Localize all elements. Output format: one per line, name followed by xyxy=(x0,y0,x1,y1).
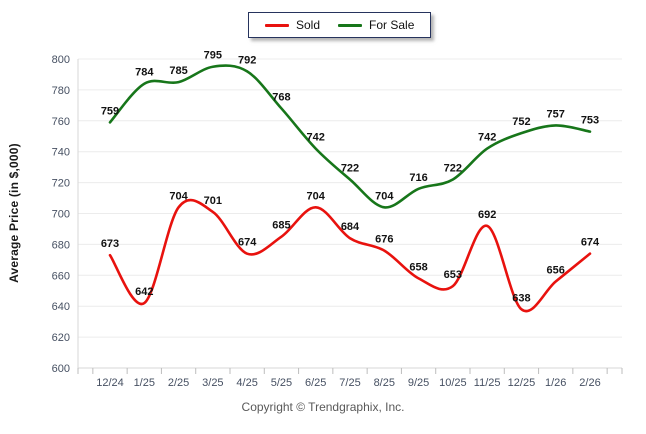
point-label: 722 xyxy=(341,163,359,175)
legend-label-for-sale: For Sale xyxy=(369,18,415,32)
x-tick-label: 6/25 xyxy=(305,377,326,389)
x-tick-label: 12/25 xyxy=(508,377,536,389)
point-label: 692 xyxy=(478,209,496,221)
point-label: 638 xyxy=(512,292,530,304)
point-label: 642 xyxy=(135,286,153,298)
point-label: 658 xyxy=(409,261,427,273)
x-tick-label: 10/25 xyxy=(439,377,467,389)
x-tick-label: 4/25 xyxy=(236,377,257,389)
sold-line-swatch xyxy=(265,23,289,27)
point-label: 685 xyxy=(272,220,290,232)
point-label: 704 xyxy=(307,190,326,202)
y-tick-label: 600 xyxy=(52,363,70,375)
point-label: 653 xyxy=(444,269,462,281)
legend-label-sold: Sold xyxy=(296,18,321,32)
point-label: 722 xyxy=(444,163,462,175)
x-tick-label: 12/24 xyxy=(96,377,124,389)
point-label: 753 xyxy=(581,115,599,127)
x-tick-label: 2/26 xyxy=(579,377,600,389)
series-line-for-sale xyxy=(108,64,592,209)
series-line-sold xyxy=(108,198,592,313)
y-tick-label: 720 xyxy=(52,178,70,190)
x-tick-label: 9/25 xyxy=(408,377,429,389)
point-label: 759 xyxy=(101,105,119,117)
x-tick-label: 1/26 xyxy=(545,377,566,389)
y-tick-label: 760 xyxy=(52,116,70,128)
point-label: 742 xyxy=(307,132,325,144)
legend-item-for-sale: For Sale xyxy=(338,18,414,32)
x-tick-label: 1/25 xyxy=(134,377,155,389)
point-label: 704 xyxy=(375,190,394,202)
point-label: 752 xyxy=(512,116,530,128)
x-tick-label: 5/25 xyxy=(271,377,292,389)
point-label: 674 xyxy=(581,237,600,249)
point-label: 701 xyxy=(204,195,222,207)
point-label: 757 xyxy=(547,108,565,120)
point-label: 676 xyxy=(375,234,393,246)
legend-item-sold: Sold xyxy=(265,18,320,32)
x-tick-label: 7/25 xyxy=(339,377,360,389)
point-label: 684 xyxy=(341,221,360,233)
y-tick-label: 680 xyxy=(52,239,70,251)
point-label: 768 xyxy=(272,91,290,103)
x-tick-label: 8/25 xyxy=(374,377,395,389)
x-tick-label: 2/25 xyxy=(168,377,189,389)
y-tick-label: 780 xyxy=(52,85,70,97)
copyright-text: Copyright © Trendgraphix, Inc. xyxy=(241,400,405,414)
point-label: 674 xyxy=(238,237,257,249)
x-tick-label: 11/25 xyxy=(474,377,501,389)
point-label: 792 xyxy=(238,54,256,66)
y-tick-label: 620 xyxy=(52,332,70,344)
y-tick-label: 800 xyxy=(52,54,70,66)
point-label: 704 xyxy=(169,190,188,202)
point-label: 785 xyxy=(169,65,187,77)
y-tick-label: 660 xyxy=(52,270,70,282)
y-tick-label: 700 xyxy=(52,209,70,221)
y-tick-label: 640 xyxy=(52,301,70,313)
x-tick-label: 3/25 xyxy=(202,377,223,389)
for-sale-line-swatch xyxy=(338,23,363,27)
point-label: 656 xyxy=(547,264,565,276)
point-label: 784 xyxy=(135,67,154,79)
legend: Sold For Sale xyxy=(248,12,432,38)
point-label: 742 xyxy=(478,132,496,144)
point-label: 795 xyxy=(204,50,222,62)
point-label: 716 xyxy=(409,172,427,184)
point-label: 673 xyxy=(101,238,119,250)
y-tick-label: 740 xyxy=(52,147,70,159)
